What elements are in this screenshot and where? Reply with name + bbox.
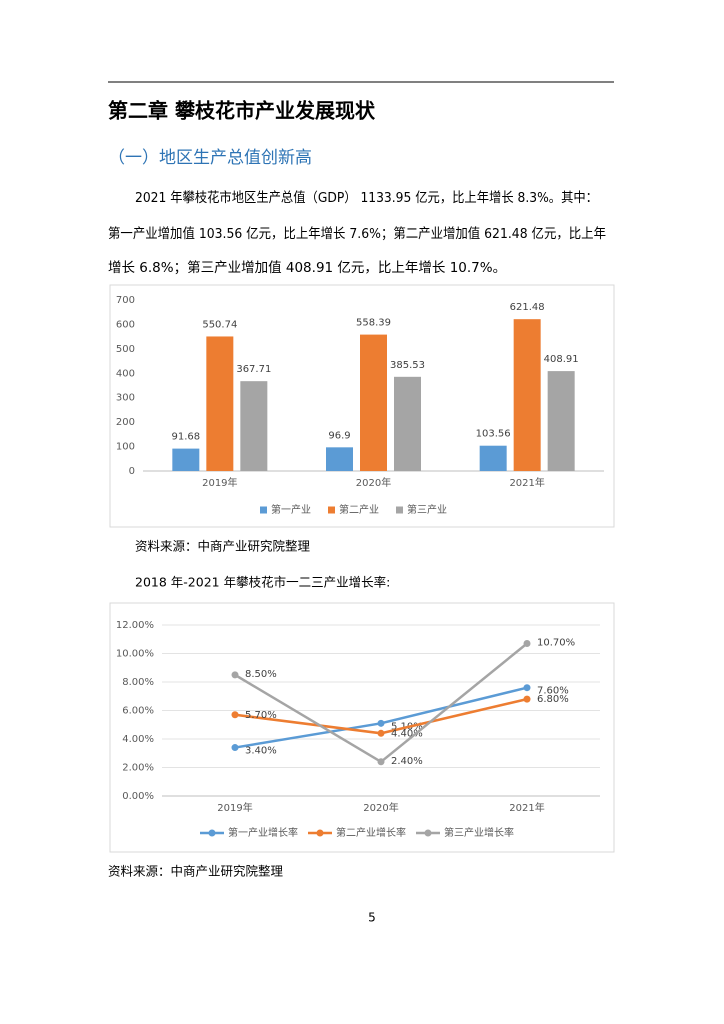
data-point bbox=[377, 758, 385, 766]
legend-swatch bbox=[396, 506, 403, 514]
data-label: 385.53 bbox=[390, 360, 425, 371]
legend-swatch bbox=[424, 829, 432, 837]
y-tick-label: 400 bbox=[116, 368, 135, 379]
y-tick-label: 8.00% bbox=[122, 677, 154, 688]
y-tick-label: 600 bbox=[116, 319, 135, 330]
legend-label: 第三产业 bbox=[407, 503, 447, 516]
legend-swatch bbox=[260, 506, 267, 514]
legend-label: 第二产业增长率 bbox=[336, 826, 406, 839]
bar bbox=[479, 445, 507, 471]
data-label: 10.70% bbox=[537, 638, 575, 649]
paragraph-line: 增长 6.8%；第三产业增加值 408.91 亿元，比上年增长 10.7%。 bbox=[108, 259, 506, 276]
data-point bbox=[523, 684, 531, 692]
data-label: 8.50% bbox=[245, 669, 277, 680]
x-tick-label: 2021年 bbox=[509, 801, 544, 814]
data-label: 6.80% bbox=[537, 694, 569, 705]
bar bbox=[513, 319, 541, 471]
y-tick-label: 200 bbox=[116, 417, 135, 428]
chapter-title: 第二章 攀枝花市产业发展现状 bbox=[108, 99, 376, 123]
y-tick-label: 0.00% bbox=[122, 791, 154, 802]
bar bbox=[360, 334, 387, 471]
legend-swatch bbox=[328, 506, 335, 514]
data-label: 3.40% bbox=[245, 746, 277, 757]
data-label: 5.70% bbox=[245, 710, 277, 721]
y-tick-label: 700 bbox=[116, 295, 135, 306]
x-tick-label: 2021年 bbox=[509, 476, 544, 489]
y-tick-label: 4.00% bbox=[122, 734, 154, 745]
y-tick-label: 6.00% bbox=[122, 706, 154, 717]
data-point bbox=[231, 744, 239, 752]
legend-label: 第一产业 bbox=[271, 503, 311, 516]
y-tick-label: 500 bbox=[116, 344, 135, 355]
data-point bbox=[377, 719, 385, 727]
x-tick-label: 2020年 bbox=[363, 801, 398, 814]
bar bbox=[206, 336, 234, 471]
data-label: 367.71 bbox=[236, 364, 271, 375]
legend-swatch bbox=[316, 829, 324, 837]
chart-caption: 2018 年-2021 年攀枝花市一二三产业增长率: bbox=[135, 575, 390, 590]
paragraph-line: 2021 年攀枝花市地区生产总值（GDP） 1133.95 亿元，比上年增长 8… bbox=[135, 189, 598, 206]
paragraph-line: 第一产业增加值 103.56 亿元，比上年增长 7.6%；第二产业增加值 621… bbox=[108, 225, 606, 242]
data-label: 96.9 bbox=[328, 430, 350, 441]
bar bbox=[326, 447, 353, 471]
source-note: 资料来源：中商产业研究院整理 bbox=[135, 539, 311, 554]
bar bbox=[240, 381, 268, 471]
data-label: 91.68 bbox=[172, 432, 201, 443]
source-note: 资料来源：中商产业研究院整理 bbox=[108, 864, 284, 879]
data-label: 550.74 bbox=[202, 319, 237, 330]
y-tick-label: 300 bbox=[116, 393, 135, 404]
y-tick-label: 10.00% bbox=[116, 649, 154, 660]
data-point bbox=[523, 640, 531, 648]
x-tick-label: 2019年 bbox=[202, 476, 237, 489]
page-number: 5 bbox=[368, 911, 376, 925]
data-label: 7.60% bbox=[537, 686, 569, 697]
data-point bbox=[523, 695, 531, 703]
x-tick-label: 2020年 bbox=[356, 476, 391, 489]
y-tick-label: 0 bbox=[129, 466, 135, 477]
bar bbox=[172, 448, 200, 471]
data-label: 408.91 bbox=[544, 354, 579, 365]
data-point bbox=[231, 671, 239, 679]
data-label: 621.48 bbox=[510, 302, 545, 313]
section-heading: （一）地区生产总值创新高 bbox=[108, 148, 312, 168]
y-tick-label: 100 bbox=[116, 442, 135, 453]
bar bbox=[394, 376, 421, 471]
data-point bbox=[377, 729, 385, 737]
data-label: 103.56 bbox=[476, 429, 511, 440]
data-label: 2.40% bbox=[391, 756, 423, 767]
legend-swatch bbox=[208, 829, 216, 837]
data-label: 4.40% bbox=[391, 728, 423, 739]
data-label: 558.39 bbox=[356, 318, 391, 329]
legend-label: 第三产业增长率 bbox=[444, 826, 514, 839]
bar bbox=[547, 371, 575, 471]
data-point bbox=[231, 711, 239, 719]
legend-label: 第一产业增长率 bbox=[228, 826, 298, 839]
y-tick-label: 12.00% bbox=[116, 620, 154, 631]
x-tick-label: 2019年 bbox=[217, 801, 252, 814]
legend-label: 第二产业 bbox=[339, 503, 379, 516]
y-tick-label: 2.00% bbox=[122, 763, 154, 774]
